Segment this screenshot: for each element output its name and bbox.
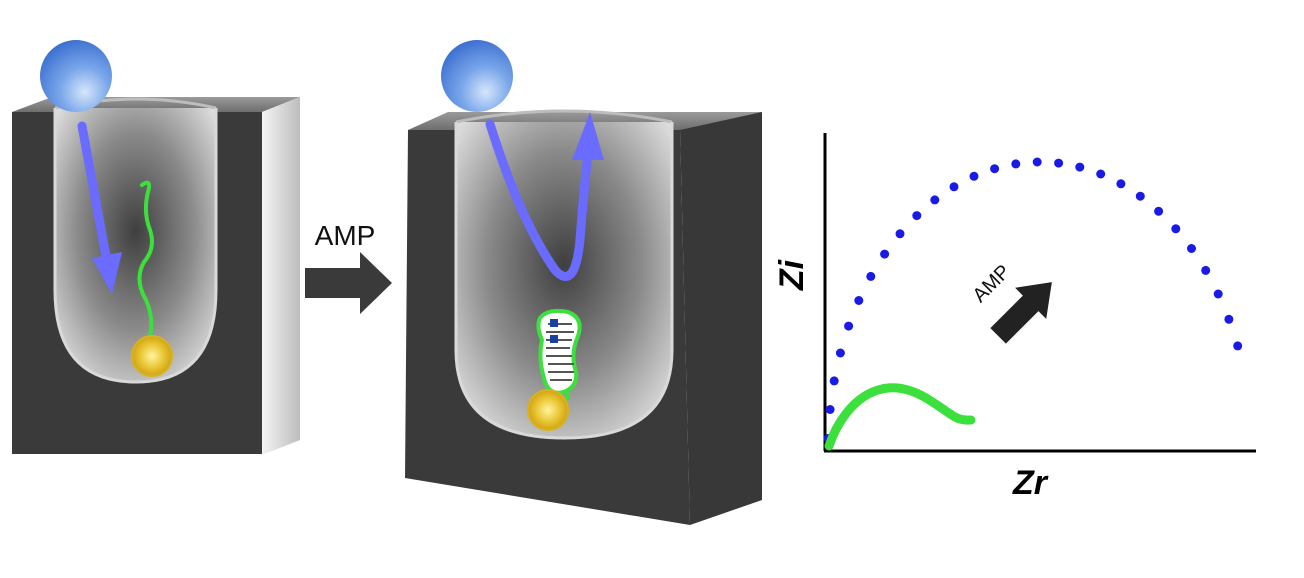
reaction-arrow-icon	[305, 252, 392, 314]
impedance-dot	[912, 211, 922, 221]
electrode-side-face	[680, 112, 762, 525]
redox-probe-sphere-icon	[40, 40, 112, 112]
nyquist-plot: Zi Zr AMP	[773, 133, 1256, 502]
impedance-dot	[1187, 244, 1196, 253]
impedance-dot	[895, 229, 905, 239]
target-molecule-icon	[550, 319, 558, 327]
electrode-well	[55, 108, 216, 382]
impedance-dot	[866, 271, 876, 281]
impedance-dot	[1154, 206, 1164, 216]
electron-flow-arrow-icon	[485, 112, 604, 281]
impedance-dot	[1011, 159, 1021, 169]
impedance-dot	[969, 171, 979, 181]
impedance-dot	[1224, 314, 1234, 324]
impedance-dot	[1075, 162, 1085, 172]
impedance-dot	[1233, 341, 1243, 351]
impedance-before-curve	[824, 383, 976, 451]
impedance-dot	[835, 348, 845, 358]
impedance-dot	[1201, 265, 1211, 275]
impedance-dot	[1096, 169, 1106, 179]
impedance-dot	[844, 321, 854, 331]
impedance-dot	[1135, 191, 1145, 201]
redox-probe-sphere-icon	[441, 40, 513, 112]
electrode-before	[12, 97, 300, 455]
electrode-after	[405, 109, 762, 525]
x-axis-label: Zr	[1012, 464, 1049, 502]
impedance-dot	[1213, 289, 1223, 299]
impedance-dot	[829, 376, 839, 386]
electrode-side-face	[262, 97, 300, 455]
impedance-dot	[825, 405, 835, 414]
impedance-after-series	[823, 157, 1243, 443]
gold-nanoparticle-icon	[527, 389, 569, 431]
electron-flow-arrow-icon	[77, 121, 122, 294]
aptamer-target-complex-icon	[536, 308, 582, 406]
impedance-dot	[1171, 224, 1181, 234]
impedance-dot	[949, 182, 959, 192]
impedance-dot	[854, 296, 864, 305]
impedance-dot	[1116, 179, 1126, 189]
target-molecule-icon	[550, 335, 558, 343]
gold-nanoparticle-icon	[131, 335, 173, 377]
impedance-increase-arrow-icon	[990, 282, 1052, 344]
electrode-well-rim	[53, 108, 218, 384]
electrode-well-rim	[454, 122, 674, 440]
impedance-dot	[1032, 157, 1042, 167]
amp-label: AMP	[315, 220, 376, 251]
impedance-dot	[990, 164, 1000, 174]
aptamer-strand-icon	[137, 180, 154, 338]
impedance-dot	[880, 249, 890, 259]
plot-amp-label: AMP	[969, 261, 1015, 307]
impedance-dot	[1054, 158, 1064, 168]
y-axis-label: Zi	[773, 258, 811, 291]
impedance-dot	[930, 195, 940, 205]
